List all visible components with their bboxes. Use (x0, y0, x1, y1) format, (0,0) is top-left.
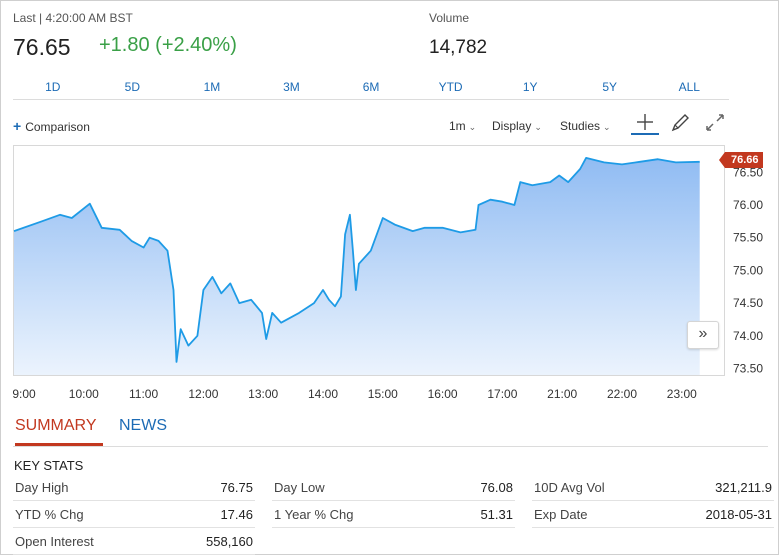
scroll-forward-button[interactable]: » (687, 321, 719, 349)
interval-label: 1m (449, 119, 466, 133)
x-tick-label: 23:00 (667, 387, 697, 401)
chart-frame (13, 145, 725, 376)
chevron-down-icon: ⌄ (603, 122, 611, 132)
fullscreen-button[interactable] (701, 111, 729, 135)
pencil-icon (671, 114, 689, 132)
tab-news[interactable]: NEWS (119, 417, 167, 434)
x-tick-label: 15:00 (368, 387, 398, 401)
crosshair-icon (637, 114, 653, 130)
x-tick-label: 9:00 (12, 387, 36, 401)
last-label: Last | 4:20:00 AM BST (13, 11, 133, 25)
stat-exp-date: Exp Date 2018-05-31 (532, 502, 774, 528)
stat-label: YTD % Chg (15, 507, 84, 522)
stats-row: YTD % Chg 17.46 1 Year % Chg 51.31 Exp D… (13, 502, 774, 528)
chart-toolbar: + Comparison 1m ⌄ Display ⌄ Studies ⌄ (1, 109, 779, 139)
range-tab-1m[interactable]: 1M (203, 80, 221, 94)
section-tabs: SUMMARY NEWS (13, 413, 768, 447)
price-line (13, 157, 700, 363)
expand-icon (706, 114, 724, 131)
display-label: Display (492, 119, 532, 133)
range-tab-1d[interactable]: 1D (45, 80, 61, 94)
stat-value: 76.75 (220, 480, 253, 495)
stat-label: 10D Avg Vol (534, 480, 605, 495)
stat-value: 76.08 (480, 480, 513, 495)
comparison-button[interactable]: + Comparison (13, 118, 90, 134)
range-tabs: 1D 5D 1M 3M 6M YTD 1Y 5Y ALL (13, 78, 729, 100)
stat-label: Exp Date (534, 507, 588, 522)
range-tab-5d[interactable]: 5D (124, 80, 141, 94)
stat-day-low: Day Low 76.08 (272, 475, 515, 501)
chevron-down-icon: ⌄ (534, 122, 542, 132)
studies-label: Studies (560, 119, 601, 133)
x-tick-label: 21:00 (547, 387, 577, 401)
y-tick-label: 73.50 (733, 361, 763, 375)
y-tick-label: 75.00 (733, 263, 763, 277)
stat-label: Day High (15, 480, 69, 495)
x-tick-label: 10:00 (69, 387, 99, 401)
crosshair-tool-button[interactable] (631, 111, 659, 135)
y-tick-label: 75.50 (733, 231, 763, 245)
studies-dropdown[interactable]: Studies ⌄ (560, 119, 611, 133)
stat-open-interest: Open Interest 558,160 (13, 529, 255, 555)
price-area (14, 157, 700, 375)
stat-1-year-chg: 1 Year % Chg 51.31 (272, 502, 515, 528)
chevron-down-icon: ⌄ (468, 122, 477, 132)
range-tab-3m[interactable]: 3M (283, 80, 300, 94)
double-chevron-right-icon: » (698, 325, 708, 342)
tab-summary[interactable]: SUMMARY (15, 417, 103, 446)
stat-label: Day Low (274, 480, 325, 495)
display-dropdown[interactable]: Display ⌄ (492, 119, 542, 133)
y-tick-label: 74.50 (733, 296, 763, 310)
stat-value: 2018-05-31 (705, 507, 773, 522)
interval-dropdown[interactable]: 1m ⌄ (449, 119, 476, 133)
stat-value: 558,160 (206, 534, 253, 549)
x-tick-label: 16:00 (428, 387, 458, 401)
stat-ytd-chg: YTD % Chg 17.46 (13, 502, 255, 528)
volume-label: Volume (429, 11, 470, 25)
stat-day-high: Day High 76.75 (13, 475, 255, 501)
y-tick-label: 74.00 (733, 329, 763, 343)
price-chart[interactable]: 73.50 74.00 74.50 75.00 75.50 76.00 76.50 9:00… (1, 1, 779, 411)
stat-10d-avg-vol: 10D Avg Vol 321,211.9 (532, 475, 774, 501)
stats-row: Day High 76.75 Day Low 76.08 10D Avg Vol… (13, 475, 774, 501)
stat-label: Open Interest (15, 534, 94, 549)
price-change: +1.80 (+2.40%) (99, 34, 237, 56)
x-tick-label: 14:00 (308, 387, 338, 401)
stat-value: 321,211.9 (715, 480, 772, 495)
key-stats-title: KEY STATS (14, 458, 84, 473)
draw-tool-button[interactable] (667, 111, 695, 135)
quote-header: Last | 4:20:00 AM BST 76.65 +1.80 (+2.40… (1, 1, 779, 71)
volume-value: 14,782 (429, 37, 488, 58)
last-price: 76.65 (13, 34, 71, 60)
x-tick-label: 13:00 (248, 387, 278, 401)
plus-icon: + (13, 118, 22, 134)
stat-value: 17.46 (220, 507, 253, 522)
x-tick-label: 11:00 (129, 387, 158, 401)
range-tab-6m[interactable]: 6M (362, 80, 380, 94)
x-tick-label: 17:00 (487, 387, 517, 401)
range-tab-5y[interactable]: 5Y (602, 80, 618, 94)
comparison-label: Comparison (25, 120, 90, 134)
stat-value: 51.31 (480, 507, 513, 522)
y-tick-label: 76.50 (733, 165, 763, 179)
stats-row: Open Interest 558,160 (13, 529, 773, 555)
range-tab-ytd[interactable]: YTD (438, 80, 463, 94)
range-tab-all[interactable]: ALL (678, 80, 700, 94)
x-tick-label: 12:00 (188, 387, 218, 401)
x-tick-label: 22:00 (607, 387, 637, 401)
current-price-tag: 76.66 (719, 152, 763, 168)
y-tick-label: 76.00 (733, 198, 763, 212)
stat-label: 1 Year % Chg (274, 507, 354, 522)
range-tab-1y[interactable]: 1Y (522, 80, 538, 94)
